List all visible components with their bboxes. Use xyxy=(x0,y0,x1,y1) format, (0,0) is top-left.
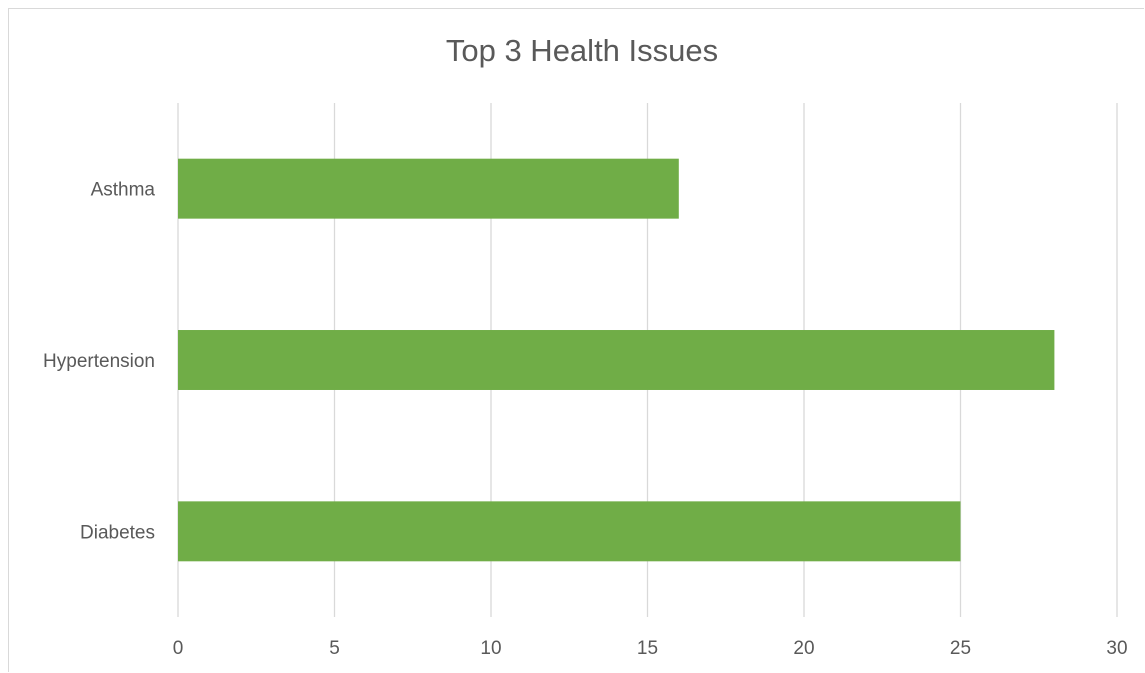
bar-diabetes xyxy=(178,501,961,562)
category-label: Asthma xyxy=(91,180,156,201)
bar-asthma xyxy=(178,158,679,219)
category-label: Diabetes xyxy=(80,522,155,543)
bars xyxy=(178,158,1055,562)
x-tick-label: 0 xyxy=(173,638,184,659)
chart-title: Top 3 Health Issues xyxy=(446,33,718,68)
x-tick-label: 10 xyxy=(480,638,501,659)
bar-hypertension xyxy=(178,330,1055,390)
x-tick-label: 5 xyxy=(329,638,340,659)
x-axis-ticks: 0 5 10 15 20 25 30 xyxy=(173,638,1128,659)
x-tick-label: 15 xyxy=(637,638,658,659)
category-label: Hypertension xyxy=(43,351,155,372)
x-tick-label: 25 xyxy=(950,638,971,659)
x-tick-label: 30 xyxy=(1106,638,1127,659)
x-tick-label: 20 xyxy=(793,638,814,659)
category-labels: Asthma Hypertension Diabetes xyxy=(43,180,155,544)
